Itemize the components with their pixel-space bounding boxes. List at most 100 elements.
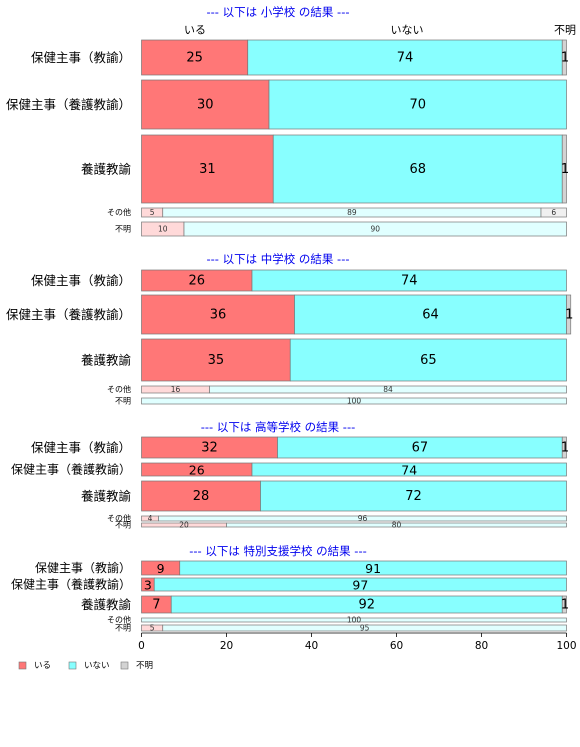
bar-segment-inai — [260, 480, 567, 512]
data-label: 100 — [347, 397, 362, 406]
data-label: 74 — [401, 463, 417, 478]
bar-segment-inai — [179, 560, 567, 576]
x-tick-label: 80 — [475, 640, 488, 652]
data-label: 91 — [365, 561, 381, 576]
column-label-inai: いない — [391, 24, 424, 37]
data-label: 96 — [358, 514, 368, 523]
x-tick-label: 20 — [220, 640, 233, 652]
data-label: 1 — [565, 308, 573, 323]
bar-segment-fumei — [561, 436, 567, 459]
x-tick-label: 0 — [138, 640, 145, 652]
row-label: その他 — [107, 513, 131, 523]
row-label: 保健主事（養護教諭） — [11, 462, 131, 477]
bar-segment-fumei — [540, 207, 567, 218]
row-label: 不明 — [115, 521, 131, 530]
data-label: 7 — [152, 598, 160, 613]
data-label: 92 — [358, 598, 375, 613]
legend-label-inai: いない — [84, 661, 110, 671]
column-label-fumei: 不明 — [554, 24, 576, 37]
bar-segment-inai — [141, 397, 567, 405]
bar-segment-inai — [272, 134, 563, 204]
data-label: 4 — [148, 514, 153, 523]
x-tick-label: 60 — [390, 640, 403, 652]
data-label: 32 — [201, 441, 218, 456]
row-label: 養護教諭 — [81, 162, 132, 177]
bar-segment-inai — [247, 39, 563, 76]
bar-segment-iru — [141, 39, 249, 76]
data-label: 1 — [561, 441, 569, 456]
data-label: 80 — [392, 521, 402, 530]
legend-swatch-inai — [68, 661, 77, 670]
column-label-iru: いる — [184, 24, 206, 37]
data-label: 74 — [401, 274, 418, 289]
data-label: 70 — [409, 98, 426, 113]
bar-segment-iru — [141, 294, 295, 335]
data-label: 10 — [158, 225, 168, 234]
data-label: 89 — [347, 208, 357, 217]
row-label: 保健主事（養護教諭） — [6, 307, 131, 322]
row-label: 養護教諭 — [81, 489, 132, 504]
data-label: 30 — [197, 98, 214, 113]
row-label: 不明 — [115, 225, 131, 234]
bar-segment-fumei — [561, 134, 567, 204]
row-label: 保健主事（養護教諭） — [11, 577, 131, 592]
x-tick-label: 40 — [305, 640, 318, 652]
data-label: 9 — [157, 561, 165, 576]
row-label: 不明 — [115, 624, 131, 633]
data-label: 31 — [199, 162, 216, 177]
bar-segment-inai — [294, 294, 567, 335]
group-heading: --- 以下は 小学校 の結果 --- — [206, 5, 349, 19]
data-label: 1 — [561, 598, 569, 613]
row-label: 保健主事（教諭） — [35, 560, 131, 575]
data-label: 68 — [409, 162, 426, 177]
row-label: その他 — [107, 207, 131, 217]
bar-segment-inai — [251, 462, 567, 477]
x-tick-label: 100 — [556, 640, 576, 652]
bar-segment-iru — [141, 134, 274, 204]
data-label: 26 — [189, 463, 205, 478]
group-heading: --- 以下は 特別支援学校 の結果 --- — [189, 544, 367, 558]
row-label: 保健主事（教諭） — [31, 440, 131, 455]
data-label: 1 — [561, 51, 569, 66]
legend-label-iru: いる — [34, 661, 51, 671]
data-label: 20 — [179, 521, 189, 530]
data-label: 36 — [210, 308, 227, 323]
row-label: 養護教諭 — [81, 353, 132, 368]
bar-segment-inai — [183, 221, 567, 237]
bar-segment-inai — [209, 385, 567, 394]
legend-label-fumei: 不明 — [136, 661, 153, 671]
data-label: 84 — [383, 385, 393, 394]
bar-segment-inai — [268, 79, 567, 130]
legend-swatch-iru — [18, 661, 27, 670]
data-label: 74 — [397, 51, 414, 66]
data-label: 72 — [405, 489, 422, 504]
data-label: 5 — [150, 208, 155, 217]
data-label: 25 — [186, 51, 203, 66]
row-label: 保健主事（教諭） — [31, 50, 131, 65]
group-heading: --- 以下は 中学校 の結果 --- — [206, 252, 349, 266]
row-label: 保健主事（養護教諭） — [6, 97, 131, 112]
row-label: 保健主事（教諭） — [31, 273, 131, 288]
data-label: 16 — [171, 385, 181, 394]
row-label: 養護教諭 — [81, 597, 132, 612]
data-label: 6 — [551, 208, 556, 217]
bar-segment-inai — [158, 515, 567, 522]
bar-segment-fumei — [561, 39, 567, 76]
data-label: 28 — [193, 489, 210, 504]
bar-segment-inai — [153, 577, 567, 592]
group-heading: --- 以下は 高等学校 の結果 --- — [201, 420, 356, 434]
bar-segment-inai — [162, 624, 567, 632]
bar-segment-fumei — [566, 294, 572, 335]
data-label: 100 — [347, 616, 362, 625]
legend-swatch-fumei — [120, 661, 129, 670]
data-label: 5 — [150, 624, 155, 633]
data-label: 3 — [144, 578, 152, 593]
data-label: 97 — [352, 578, 368, 593]
bar-segment-inai — [226, 522, 567, 528]
row-label: 不明 — [115, 397, 131, 406]
data-label: 95 — [360, 624, 370, 633]
row-label: その他 — [107, 615, 131, 625]
data-label: 1 — [561, 162, 569, 177]
bar-segment-inai — [289, 338, 567, 382]
